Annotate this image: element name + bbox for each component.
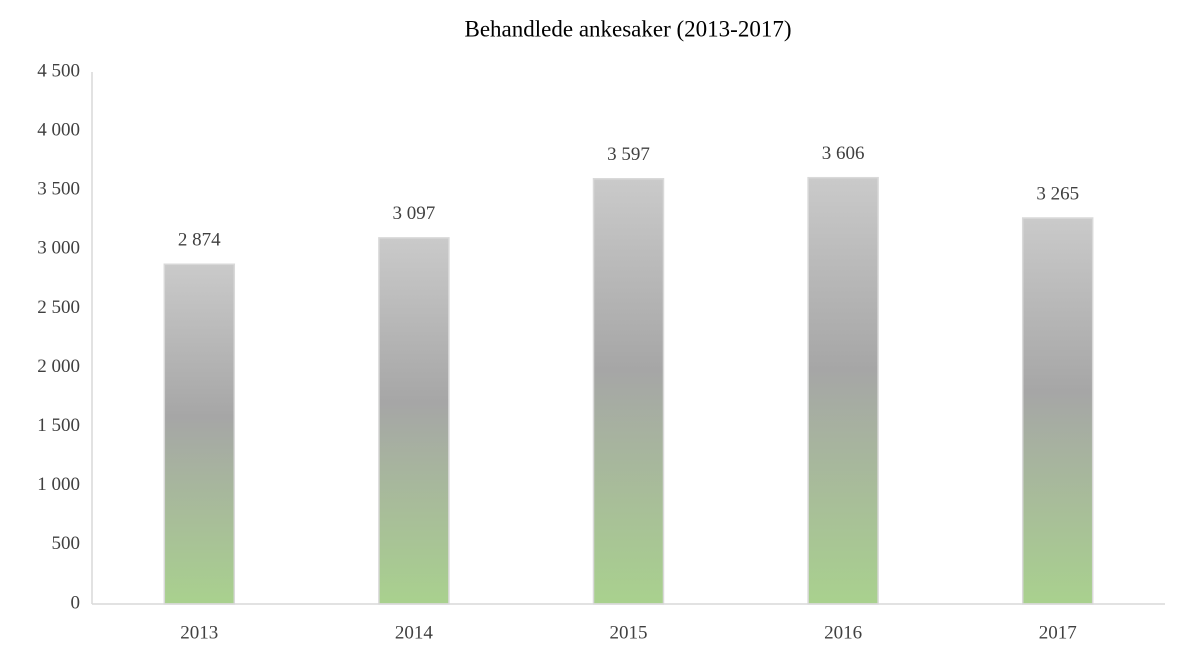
value-label: 3 606 [822, 143, 865, 164]
x-tick-label: 2015 [610, 622, 648, 643]
y-tick-label: 4 000 [37, 119, 80, 140]
value-label: 2 874 [178, 230, 221, 251]
y-tick-label: 3 500 [37, 179, 80, 200]
x-tick-label: 2014 [395, 622, 434, 643]
chart-title: Behandlede ankesaker (2013-2017) [465, 16, 792, 41]
value-label: 3 265 [1036, 183, 1079, 204]
value-label: 3 097 [393, 203, 436, 224]
bar [1021, 217, 1094, 605]
y-tick-label: 3 000 [37, 238, 80, 259]
x-tick-label: 2013 [180, 622, 218, 643]
value-label: 3 597 [607, 144, 650, 165]
y-tick-label: 1 500 [37, 415, 80, 436]
y-tick-label: 2 500 [37, 297, 80, 318]
y-tick-label: 0 [71, 592, 81, 613]
x-tick-label: 2016 [824, 622, 862, 643]
bar [592, 178, 665, 605]
bar [378, 237, 450, 605]
y-tick-label: 1 000 [37, 474, 80, 495]
x-tick-label: 2017 [1039, 622, 1077, 643]
y-tick-label: 500 [52, 533, 81, 554]
y-tick-label: 2 000 [37, 356, 80, 377]
bar [163, 263, 236, 605]
bar [807, 176, 879, 605]
y-tick-label: 4 500 [37, 60, 80, 81]
